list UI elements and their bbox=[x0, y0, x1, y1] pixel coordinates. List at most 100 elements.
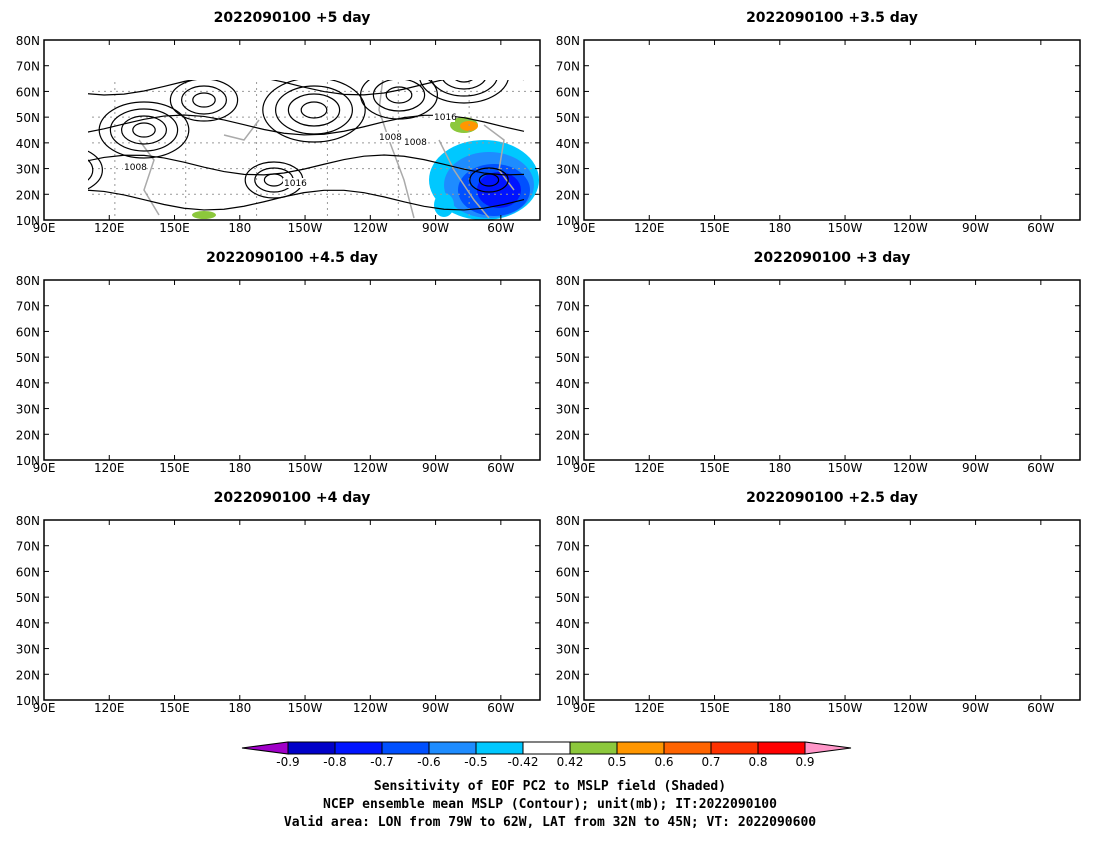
contour-label-bg bbox=[678, 547, 700, 557]
isobar bbox=[946, 49, 1061, 121]
isobar bbox=[84, 615, 164, 665]
sensitivity-shading bbox=[926, 346, 962, 370]
lon-tick-label: 180 bbox=[228, 461, 251, 475]
isobar bbox=[351, 402, 377, 418]
isobar bbox=[956, 545, 1052, 605]
isobar bbox=[385, 638, 423, 662]
lon-tick-label: 60W bbox=[487, 221, 514, 235]
coastline bbox=[46, 285, 194, 296]
isobar bbox=[263, 173, 285, 187]
sensitivity-shading bbox=[1020, 155, 1048, 175]
isobar bbox=[100, 625, 148, 655]
isobar bbox=[261, 308, 347, 362]
coastline bbox=[223, 119, 260, 141]
isobar bbox=[995, 313, 1033, 337]
sensitivity-shading bbox=[969, 135, 1059, 195]
isobar bbox=[605, 368, 643, 392]
sensitivity-shading bbox=[656, 569, 672, 581]
coastline bbox=[1024, 605, 1054, 670]
isobar bbox=[702, 546, 747, 574]
colorbar-swatch bbox=[334, 741, 383, 755]
isobar bbox=[768, 315, 880, 385]
lat-tick-label: 20N bbox=[16, 428, 40, 442]
isobar bbox=[605, 598, 643, 622]
sensitivity-shading bbox=[499, 299, 519, 311]
isobar bbox=[245, 642, 303, 678]
sensitivity-shading bbox=[176, 286, 192, 294]
isobar bbox=[805, 183, 843, 207]
contour-label-bg bbox=[883, 206, 905, 216]
isobar bbox=[616, 396, 693, 444]
coastline bbox=[46, 100, 72, 218]
coastline bbox=[586, 45, 734, 56]
contour-label: 1008 bbox=[942, 680, 965, 690]
caption-line: Sensitivity of EOF PC2 to MSLP field (Sh… bbox=[374, 779, 726, 794]
coastline bbox=[46, 340, 72, 458]
isobar bbox=[635, 408, 673, 432]
isobar bbox=[871, 92, 897, 108]
lat-tick-label: 40N bbox=[16, 377, 40, 391]
contour-label: 1016 bbox=[514, 569, 537, 579]
lat-tick-label: 30N bbox=[556, 643, 580, 657]
isobar bbox=[768, 85, 800, 105]
sensitivity-shading bbox=[314, 397, 334, 403]
panel-title: 2022090100 +4 day bbox=[214, 490, 371, 506]
contour-label: 1000 bbox=[744, 555, 767, 565]
coastline bbox=[444, 295, 540, 310]
colorbar-label: 0.42 bbox=[557, 755, 584, 769]
contour-label: 1016 bbox=[834, 427, 857, 437]
isobar bbox=[866, 146, 943, 194]
sensitivity-shading bbox=[434, 193, 454, 217]
lon-tick-label: 180 bbox=[768, 221, 791, 235]
isobar bbox=[586, 141, 663, 189]
contour-label-bg bbox=[698, 342, 720, 352]
isobar bbox=[609, 392, 699, 448]
lat-tick-label: 20N bbox=[556, 188, 580, 202]
lat-tick-label: 50N bbox=[556, 111, 580, 125]
isobar bbox=[411, 280, 507, 340]
lat-tick-label: 70N bbox=[556, 300, 580, 314]
isobar bbox=[430, 292, 488, 328]
sensitivity-shading bbox=[706, 307, 742, 323]
contour-label: 1008 bbox=[644, 686, 667, 696]
sensitivity-shading bbox=[810, 565, 838, 605]
isobar bbox=[658, 169, 709, 201]
lon-tick-label: 90E bbox=[33, 701, 56, 715]
lon-tick-label: 150W bbox=[288, 701, 323, 715]
lat-tick-label: 60N bbox=[556, 325, 580, 339]
contour-label-bg bbox=[643, 442, 665, 452]
isobar bbox=[876, 316, 953, 364]
lat-tick-label: 80N bbox=[16, 34, 40, 48]
isobar bbox=[584, 635, 1064, 655]
coastline bbox=[586, 285, 734, 296]
sensitivity-shading bbox=[699, 444, 779, 460]
isobar bbox=[584, 75, 1064, 95]
contour-label-bg bbox=[833, 426, 855, 436]
map-field: 1016 1008 1008 1008 1016 1016 bbox=[44, 280, 564, 465]
lat-tick-label: 80N bbox=[556, 514, 580, 528]
sensitivity-shading bbox=[265, 572, 293, 588]
isobar bbox=[584, 430, 1064, 450]
isobar bbox=[116, 635, 132, 645]
isobar bbox=[678, 181, 691, 189]
isobar bbox=[45, 362, 103, 398]
colorbar-swatch bbox=[522, 741, 571, 755]
isobar bbox=[948, 540, 1060, 610]
isobar bbox=[584, 115, 1064, 135]
lon-tick-label: 90E bbox=[573, 221, 596, 235]
contour-label: 1016 bbox=[699, 343, 722, 353]
isobar bbox=[878, 154, 929, 186]
contour-label: 1016 bbox=[749, 103, 772, 113]
lat-tick-label: 60N bbox=[556, 85, 580, 99]
sensitivity-shading bbox=[482, 642, 526, 678]
sensitivity-shading bbox=[179, 415, 239, 465]
panel-frame bbox=[583, 39, 1081, 221]
lon-tick-label: 90W bbox=[422, 461, 449, 475]
isobar bbox=[195, 322, 253, 358]
colorbar-swatch bbox=[287, 741, 336, 755]
lat-tick-label: 60N bbox=[16, 565, 40, 579]
colorbar-swatch bbox=[663, 741, 712, 755]
lon-tick-label: 120W bbox=[353, 221, 388, 235]
isobar bbox=[713, 553, 735, 567]
